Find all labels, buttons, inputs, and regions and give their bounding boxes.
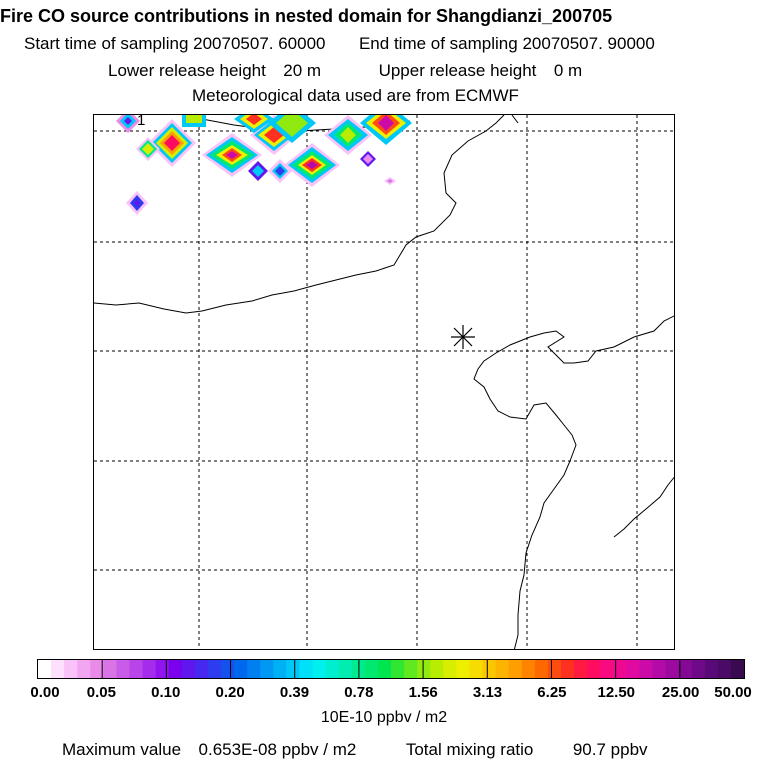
- colorbar-swatch: [181, 660, 196, 678]
- colorbar-swatch: [704, 660, 719, 678]
- colorbar-tick-label: 0.78: [344, 684, 374, 701]
- colorbar-tick-label: 50.00: [714, 684, 752, 701]
- colorbar-unit: 10E-10 ppbv / m2: [320, 709, 448, 726]
- max-value: 0.653E-08 ppbv / m2: [198, 740, 357, 759]
- colorbar-swatch: [534, 660, 549, 678]
- chart-title: Fire CO source contributions in nested d…: [0, 6, 613, 26]
- colorbar-swatch: [194, 660, 209, 678]
- corner-label: 1: [137, 115, 145, 129]
- colorbar-swatch: [469, 660, 484, 678]
- patch-lower-left: [126, 191, 148, 215]
- sampling-times: Start time of sampling 20070507. 60000 E…: [24, 34, 655, 54]
- colorbar-swatch: [587, 660, 601, 678]
- colorbar-tick-label: 25.00: [661, 684, 700, 701]
- colorbar-swatch: [273, 660, 287, 678]
- colorbar-swatch: [521, 660, 536, 678]
- gridlines: [94, 115, 674, 649]
- colorbar-swatch: [574, 660, 588, 678]
- colorbar-tick-label: 0.00: [30, 684, 60, 701]
- colorbar-swatch: [168, 660, 183, 678]
- colorbar-swatch: [495, 660, 510, 678]
- colorbar-swatch: [77, 660, 91, 678]
- colorbar-swatch: [665, 660, 680, 678]
- colorbar-swatch: [377, 660, 392, 678]
- lower-value: 20 m: [283, 61, 322, 80]
- colorbar-swatch: [286, 660, 300, 678]
- max-label: Maximum value: [62, 740, 182, 759]
- patch-left-cluster: [136, 115, 206, 167]
- total-value: 90.7 ppbv: [572, 740, 648, 759]
- colorbar-swatch: [430, 660, 444, 678]
- colorbar-swatch: [639, 660, 653, 678]
- colorbar-tick-label: 0.39: [279, 684, 310, 701]
- colorbar-swatch: [652, 660, 667, 678]
- colorbar: [37, 659, 745, 679]
- footer-stats: Maximum value 0.653E-08 ppbv / m2 Total …: [62, 740, 648, 760]
- coastlines: [94, 115, 674, 649]
- colorbar-swatch: [260, 660, 274, 678]
- start-value: 20070507. 60000: [193, 34, 326, 53]
- meteo-source: Meteorological data used are from ECMWF: [192, 86, 519, 105]
- colorbar-tick-label: 12.50: [597, 684, 636, 701]
- upper-value: 0 m: [553, 61, 583, 80]
- colorbar-tick-label: 3.13: [472, 684, 503, 701]
- colorbar-swatch: [417, 660, 431, 678]
- colorbar-swatch: [717, 660, 732, 678]
- colorbar-swatch: [508, 660, 523, 678]
- colorbar-tick-label: 0.10: [151, 684, 181, 701]
- colorbar-swatch: [600, 660, 614, 678]
- colorbar-swatch: [730, 660, 744, 678]
- colorbar-swatch: [325, 660, 340, 678]
- colorbar-swatch: [155, 660, 170, 678]
- colorbar-swatch: [456, 660, 470, 678]
- colorbar-swatch: [678, 660, 693, 678]
- patch-center-cluster: [202, 115, 316, 183]
- colorbar-swatch: [207, 660, 222, 678]
- colorbar-swatch: [90, 660, 104, 678]
- colorbar-tick-label: 0.05: [86, 684, 116, 701]
- colorbar-swatch: [299, 660, 314, 678]
- colorbar-swatch: [234, 660, 248, 678]
- colorbar-swatch: [404, 660, 418, 678]
- colorbar-swatch: [613, 660, 627, 678]
- colorbar-swatch: [221, 660, 235, 678]
- colorbar-swatch: [560, 660, 575, 678]
- colorbar-swatch: [64, 660, 78, 678]
- map-canvas: 1: [94, 115, 674, 649]
- colorbar-swatch: [51, 660, 65, 678]
- colorbar-tick-label: 6.25: [537, 684, 567, 701]
- start-label: Start time of sampling: [24, 34, 189, 53]
- end-label: End time of sampling: [358, 34, 518, 53]
- end-value: 20070507. 90000: [522, 34, 655, 53]
- release-heights: Lower release height 20 m Upper release …: [108, 61, 582, 81]
- colorbar-swatch: [364, 660, 379, 678]
- colorbar-swatch: [247, 660, 261, 678]
- colorbar-swatch: [482, 660, 497, 678]
- patch-large-center: [284, 143, 340, 187]
- colorbar-swatch: [38, 660, 52, 678]
- colorbar-swatch: [142, 660, 157, 678]
- colorbar-swatch: [103, 660, 117, 678]
- colorbar-tick-label: 0.20: [215, 684, 245, 701]
- colorbar-swatch: [391, 660, 405, 678]
- lower-label: Lower release height: [108, 61, 266, 80]
- total-label: Total mixing ratio: [405, 740, 534, 759]
- station-marker-asterisk: [451, 325, 475, 349]
- colorbar-swatch: [626, 660, 640, 678]
- map-panel: 1: [93, 114, 675, 650]
- patch-right-cluster: [324, 115, 412, 185]
- colorbar-tick-label: 1.56: [408, 684, 438, 701]
- patch-top-left: [116, 115, 140, 133]
- colorbar-swatches: [38, 660, 744, 678]
- colorbar-swatch: [116, 660, 131, 678]
- upper-label: Upper release height: [378, 61, 537, 80]
- colorbar-swatch: [547, 660, 562, 678]
- colorbar-swatch: [443, 660, 457, 678]
- colorbar-swatch: [312, 660, 327, 678]
- colorbar-swatch: [129, 660, 144, 678]
- source-patches: [116, 115, 412, 215]
- colorbar-swatch: [338, 660, 353, 678]
- colorbar-swatch: [691, 660, 706, 678]
